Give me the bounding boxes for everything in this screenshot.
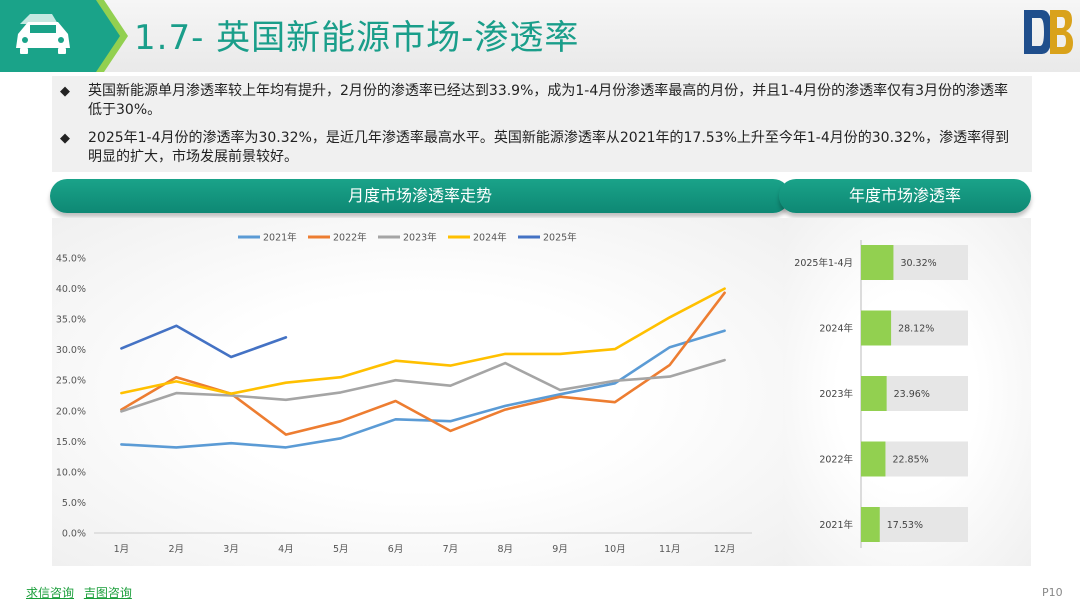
y-tick-label: 30.0% (56, 345, 86, 356)
title-bar: 1.7- 英国新能源市场-渗透率 (0, 0, 1080, 72)
bar-value-label: 23.96% (894, 389, 930, 400)
x-tick-label: 3月 (223, 544, 239, 555)
x-tick-label: 8月 (497, 544, 513, 555)
bar-category-label: 2024年 (819, 323, 853, 335)
bullet-2: ◆ 2025年1-4月份的渗透率为30.32%，是近几年渗透率最高水平。英国新能… (60, 129, 1018, 167)
x-tick-label: 4月 (278, 544, 294, 555)
footer-link-1[interactable]: 求信咨询 (26, 586, 75, 600)
legend-label: 2021年 (263, 232, 297, 244)
page-title: 1.7- 英国新能源市场-渗透率 (134, 18, 580, 58)
bullet-text: 英国新能源单月渗透率较上年均有提升，2月份的渗透率已经达到33.9%，成为1-4… (88, 83, 1009, 118)
db-logo-icon (1024, 10, 1073, 54)
bar (861, 507, 880, 542)
x-tick-label: 7月 (443, 544, 459, 555)
bar-category-label: 2022年 (819, 454, 853, 466)
series-line-2025年 (120, 324, 288, 359)
bar-category-label: 2025年1-4月 (794, 257, 853, 269)
x-tick-label: 5月 (333, 544, 349, 555)
y-tick-label: 10.0% (56, 467, 86, 478)
bar-category-label: 2021年 (819, 519, 853, 531)
legend-label: 2023年 (403, 232, 437, 244)
bar-value-label: 28.12% (898, 324, 934, 335)
bullet-1: ◆ 英国新能源单月渗透率较上年均有提升，2月份的渗透率已经达到33.9%，成为1… (60, 82, 1018, 120)
x-tick-label: 11月 (659, 544, 681, 555)
y-tick-label: 45.0% (56, 254, 86, 265)
y-tick-label: 20.0% (56, 406, 86, 417)
bullet-text: 2025年1-4月份的渗透率为30.32%，是近几年渗透率最高水平。英国新能源渗… (88, 130, 1010, 165)
bar (861, 245, 894, 280)
header-decoration (0, 0, 128, 72)
bar-value-label: 22.85% (892, 455, 928, 466)
bullet-marker: ◆ (60, 131, 70, 146)
footer-links: 求信咨询 吉图咨询 (26, 584, 138, 601)
footer-link-2[interactable]: 吉图咨询 (83, 586, 132, 600)
y-tick-label: 0.0% (62, 529, 86, 540)
page-number: P10 (1042, 586, 1063, 599)
summary-box: ◆ 英国新能源单月渗透率较上年均有提升，2月份的渗透率已经达到33.9%，成为1… (52, 76, 1032, 172)
annual-chart-title: 年度市场渗透率 (779, 179, 1031, 213)
x-tick-label: 10月 (604, 544, 626, 555)
car-icon (16, 14, 70, 54)
bar (861, 441, 886, 477)
series-line-2023年 (120, 358, 726, 413)
legend-label: 2024年 (473, 232, 507, 244)
bar-value-label: 17.53% (887, 520, 923, 531)
legend-label: 2025年 (543, 232, 577, 244)
bar (861, 310, 892, 346)
x-tick-label: 9月 (552, 544, 568, 555)
legend-label: 2022年 (333, 232, 367, 244)
x-tick-label: 1月 (114, 544, 130, 555)
y-tick-label: 5.0% (62, 498, 86, 509)
x-tick-label: 2月 (168, 544, 184, 555)
y-tick-label: 25.0% (56, 376, 86, 387)
monthly-chart-panel (52, 218, 792, 566)
bar (861, 376, 887, 411)
x-tick-label: 6月 (388, 544, 404, 555)
bar-value-label: 30.32% (900, 258, 936, 269)
series-line-2024年 (120, 287, 726, 396)
series-line-2021年 (120, 329, 726, 449)
y-tick-label: 15.0% (56, 437, 86, 448)
x-tick-label: 12月 (714, 544, 736, 555)
bullet-marker: ◆ (60, 84, 70, 99)
y-tick-label: 40.0% (56, 284, 86, 295)
y-tick-label: 35.0% (56, 315, 86, 326)
bar-category-label: 2023年 (819, 388, 853, 400)
monthly-chart-title: 月度市场渗透率走势 (50, 179, 790, 213)
